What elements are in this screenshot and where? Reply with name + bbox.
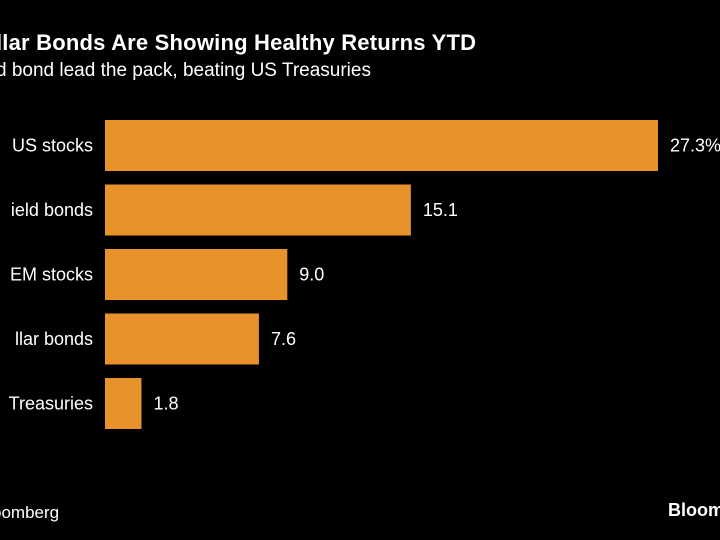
category-label: Treasuries: [9, 394, 93, 414]
value-label: 15.1: [423, 200, 458, 220]
bloomberg-logo: Bloom: [668, 500, 720, 520]
bar-0: [105, 120, 658, 171]
chart-title: llar Bonds Are Showing Healthy Returns Y…: [0, 30, 477, 55]
category-label: llar bonds: [15, 329, 93, 349]
bar-3: [105, 313, 259, 365]
bar-chart: US stocks 27.3% ield bonds 15.1 EM stocks 9.0…: [9, 120, 720, 429]
bar-4: [105, 378, 142, 429]
category-label: US stocks: [12, 136, 93, 156]
category-label: ield bonds: [11, 200, 93, 220]
source-note: oomberg: [0, 503, 60, 522]
value-label: 1.8: [153, 394, 178, 414]
value-label: 7.6: [271, 329, 296, 349]
value-label: 27.3%: [670, 136, 720, 156]
category-label: EM stocks: [10, 265, 93, 285]
value-label: 9.0: [299, 265, 324, 285]
bar-2: [105, 249, 288, 300]
bar-1: [105, 184, 411, 236]
chart-subtitle: d bond lead the pack, beating US Treasur…: [0, 60, 371, 81]
